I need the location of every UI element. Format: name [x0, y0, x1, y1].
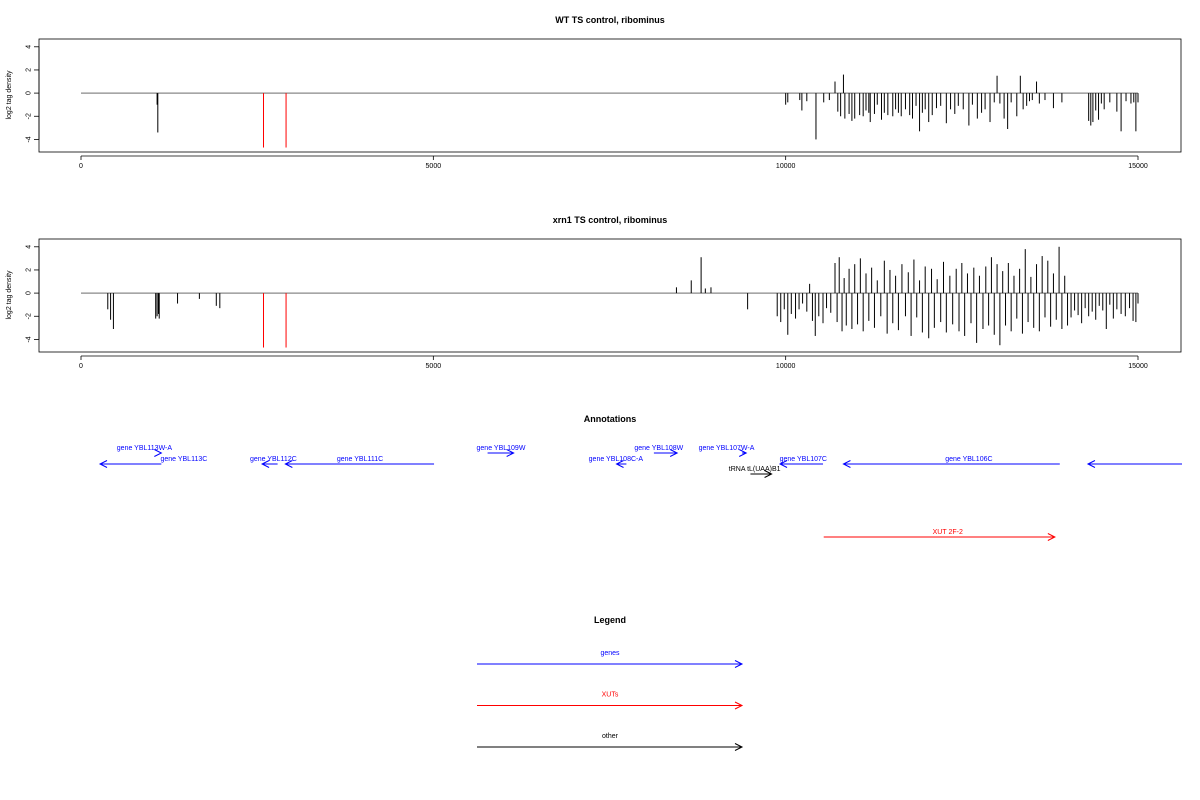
- x-tick-label: 15000: [1128, 363, 1148, 370]
- arrow-head: [738, 449, 748, 457]
- annotation-feature: gene YBL107W-A: [699, 445, 755, 457]
- xrn1-x-axis: 0 5000 10000 15000: [79, 355, 1148, 370]
- annotation-feature: gene YBL113C: [98, 456, 207, 468]
- y-tick-label: 4: [26, 245, 33, 249]
- x-tick-label: 0: [79, 363, 83, 370]
- y-tick-label: 4: [26, 45, 33, 49]
- wt-y-axis: -4 -2 0 2 4: [26, 45, 40, 143]
- arrow-head: [669, 449, 679, 457]
- arrow-head: [734, 743, 744, 751]
- feature-label: gene YBL108W: [634, 445, 683, 452]
- xrn1-density-panel: xrn1 TS control, ribominus log2 tag dens…: [6, 215, 1182, 370]
- legend-label: XUTs: [602, 692, 619, 699]
- arrow-head: [1047, 533, 1056, 541]
- feature-label: gene YBL108C-A: [589, 456, 644, 463]
- arrow-head: [284, 460, 293, 468]
- legend-entry: genes: [477, 650, 744, 668]
- legend-entry: other: [477, 733, 744, 751]
- x-tick-label: 0: [79, 163, 83, 170]
- arrow-head: [260, 460, 270, 468]
- x-tick-label: 10000: [776, 363, 796, 370]
- annotation-feature: gene YBL111C: [284, 456, 435, 468]
- wt-density-panel: WT TS control, ribominus log2 tag densit…: [6, 15, 1182, 170]
- x-tick-label: 5000: [426, 363, 442, 370]
- legend-panel: Legend genes XUTs other: [477, 615, 744, 751]
- x-tick-label: 15000: [1128, 163, 1148, 170]
- arrow-head: [615, 460, 624, 468]
- arrow-head: [734, 701, 744, 710]
- wt-plot-frame: [38, 38, 1182, 153]
- arrow-head: [506, 449, 515, 457]
- feature-label: gene YBL111C: [337, 456, 383, 463]
- xrn1-plot-frame: [38, 238, 1182, 353]
- wt-density-bars: [81, 74, 1139, 148]
- wt-x-axis: 0 5000 10000 15000: [79, 155, 1148, 170]
- feature-label: XUT 2F-2: [933, 529, 963, 536]
- legend-label: genes: [600, 650, 620, 657]
- y-tick-label: -2: [26, 313, 33, 319]
- x-tick-label: 5000: [426, 163, 442, 170]
- y-tick-label: 0: [26, 291, 33, 295]
- arrow-head: [98, 460, 108, 468]
- y-tick-label: -2: [26, 113, 33, 119]
- arrow-head: [734, 660, 744, 668]
- feature-label: gene YBL113W-A: [117, 445, 173, 452]
- annotation-feature: tRNA tL(UAA)B1: [729, 466, 781, 478]
- annotation-feature: gene YBL113W-A: [117, 445, 173, 457]
- xrn1-density-bars: [81, 246, 1139, 348]
- feature-label: gene YBL112C: [250, 456, 297, 463]
- legend-entries: genes XUTs other: [477, 650, 744, 751]
- y-tick-label: -4: [26, 136, 33, 142]
- legend-entry: XUTs: [477, 692, 744, 710]
- arrow-head: [154, 449, 163, 457]
- feature-label: gene YBL107C: [780, 456, 827, 463]
- feature-label: gene YBL113C: [160, 456, 207, 463]
- annotation-feature: gene YBL109W: [477, 445, 526, 457]
- xrn1-panel-title: xrn1 TS control, ribominus: [553, 215, 668, 225]
- y-tick-label: 2: [26, 68, 33, 72]
- annotations-title: Annotations: [584, 414, 637, 424]
- legend-label: other: [602, 733, 619, 740]
- annotation-feature: [1086, 460, 1182, 468]
- arrow-head: [842, 460, 851, 468]
- wt-y-axis-label: log2 tag density: [6, 70, 13, 120]
- annotation-feature: gene YBL106C: [842, 456, 1060, 468]
- annotation-feature: gene YBL107C: [778, 456, 827, 468]
- wt-panel-title: WT TS control, ribominus: [555, 15, 665, 25]
- y-tick-label: 0: [26, 91, 33, 95]
- y-tick-label: 2: [26, 268, 33, 272]
- annotation-features: gene YBL113W-A gene YBL113C gene YBL112C ge…: [98, 445, 1182, 541]
- xrn1-y-axis-label: log2 tag density: [6, 270, 13, 320]
- legend-title: Legend: [594, 615, 626, 625]
- feature-label: gene YBL109W: [477, 445, 526, 452]
- xrn1-y-axis: -4 -2 0 2 4: [26, 245, 40, 343]
- x-tick-label: 10000: [776, 163, 796, 170]
- feature-label: gene YBL107W-A: [699, 445, 755, 452]
- feature-label: gene YBL106C: [945, 456, 992, 463]
- y-tick-label: -4: [26, 336, 33, 342]
- annotation-feature: gene YBL108W: [634, 445, 684, 457]
- arrow-head: [1086, 460, 1096, 468]
- arrow-head: [778, 460, 788, 468]
- annotation-feature: XUT 2F-2: [823, 529, 1056, 541]
- feature-label: tRNA tL(UAA)B1: [729, 466, 781, 473]
- annotation-feature: gene YBL112C: [250, 456, 297, 468]
- annotation-feature: gene YBL108C-A: [589, 456, 644, 468]
- arrow-head: [764, 470, 773, 478]
